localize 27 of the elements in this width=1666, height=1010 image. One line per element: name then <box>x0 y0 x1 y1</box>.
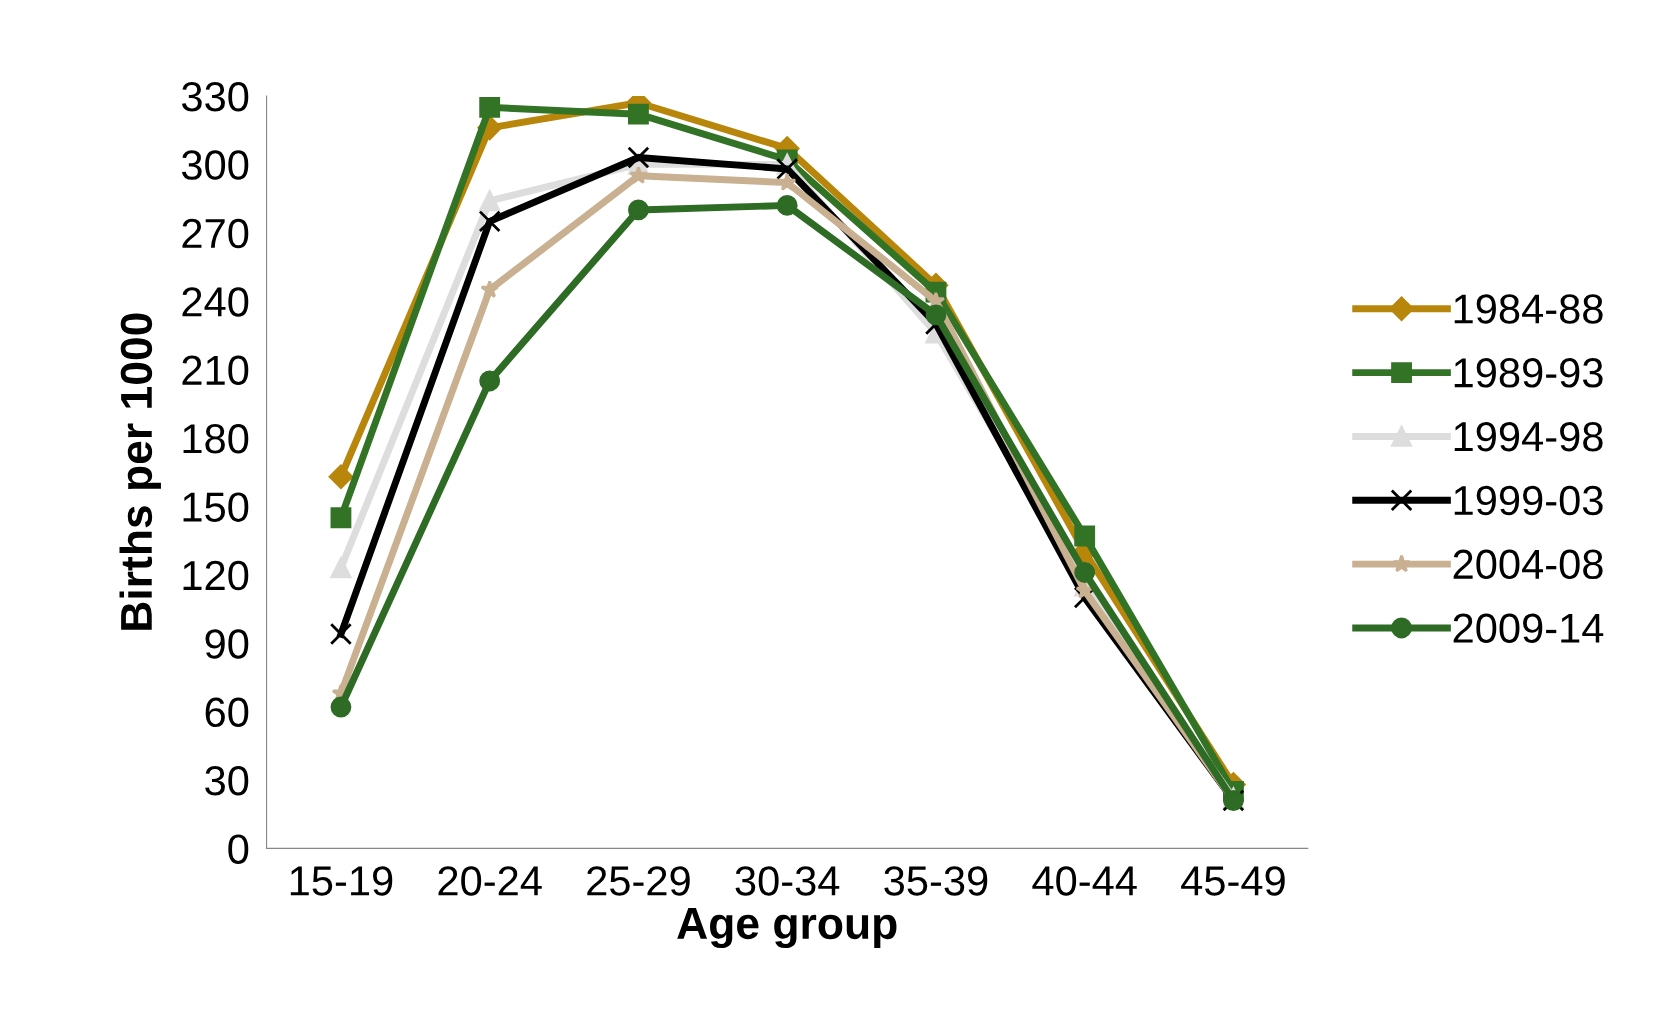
y-tick-label: 150 <box>183 492 249 522</box>
legend-label: 1989-93 <box>1454 358 1603 388</box>
y-tick-label: 300 <box>181 150 249 180</box>
y-tick-label: 120 <box>183 560 249 591</box>
x-tick-label: 35-39 <box>884 866 988 896</box>
y-tick-label: 270 <box>182 218 249 249</box>
x-tick-label: 20-24 <box>438 866 542 896</box>
y-axis-title: Births per 1000 <box>119 313 161 630</box>
x-tick-label: 25-29 <box>587 866 690 896</box>
x-tick-label: 15-19 <box>290 866 393 896</box>
legend-label: 2004-08 <box>1453 549 1603 580</box>
legend-label: 2009-14 <box>1453 613 1604 643</box>
y-tick-label: 210 <box>182 355 249 386</box>
x-tick-label: 30-34 <box>735 866 840 896</box>
x-tick-label: 45-49 <box>1181 866 1285 896</box>
legend-label: 1994-98 <box>1454 421 1603 452</box>
y-tick-label: 240 <box>182 287 249 317</box>
y-tick-label: 180 <box>183 423 249 454</box>
legend-label: 1984-88 <box>1454 294 1603 324</box>
y-tick-label: 330 <box>181 81 249 112</box>
y-tick-label: 60 <box>205 697 249 728</box>
y-tick-label: 90 <box>205 629 249 659</box>
y-tick-label: 0 <box>228 834 249 864</box>
x-tick-label: 40-44 <box>1032 866 1137 896</box>
y-tick-label: 30 <box>205 766 249 796</box>
legend-label: 1999-03 <box>1454 485 1603 516</box>
x-axis-title: Age group <box>677 908 897 949</box>
